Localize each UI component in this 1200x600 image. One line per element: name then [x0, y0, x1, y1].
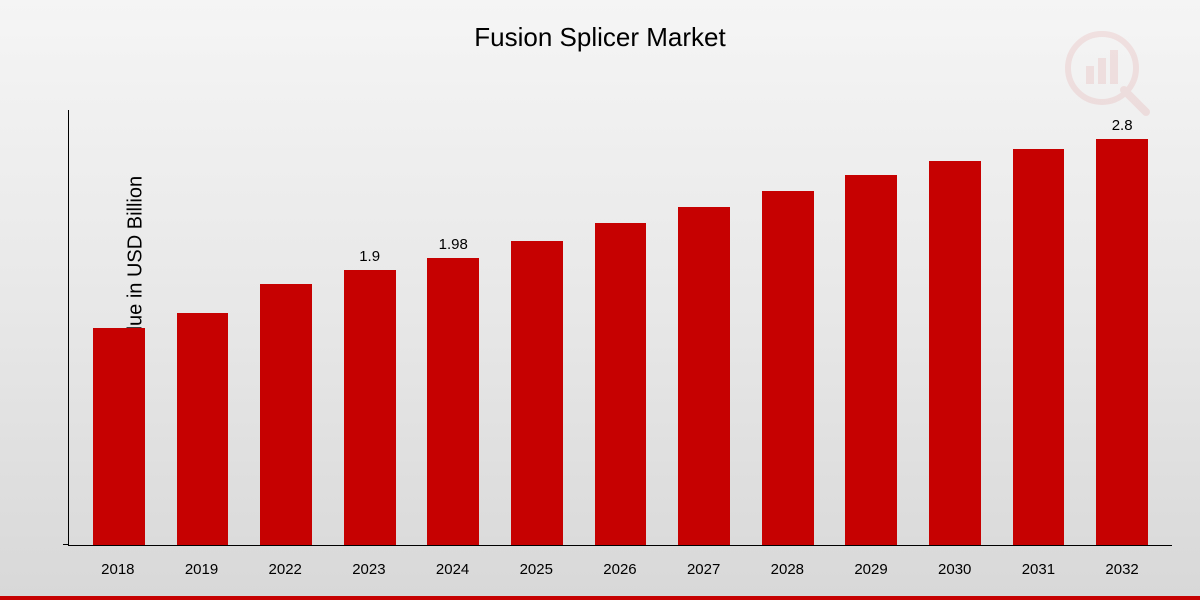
- x-axis-tick-label: 2023: [327, 561, 411, 578]
- bar-slot: [997, 110, 1081, 545]
- bar: [427, 258, 479, 545]
- x-axis-tick-label: 2018: [76, 561, 160, 578]
- x-axis-tick-label: 2025: [494, 561, 578, 578]
- bar: [595, 223, 647, 545]
- watermark-logo: [1062, 28, 1152, 123]
- bar: [845, 175, 897, 545]
- bar-value-label: 2.8: [1112, 117, 1133, 135]
- bar: [93, 328, 145, 546]
- bar-slot: 1.9: [328, 110, 412, 545]
- chart-title: Fusion Splicer Market: [0, 0, 1200, 53]
- bar: [177, 313, 229, 545]
- bar: [1096, 139, 1148, 545]
- bar-slot: [161, 110, 245, 545]
- bar: [762, 191, 814, 545]
- x-axis-tick-label: 2032: [1080, 561, 1164, 578]
- bar-value-label: 1.98: [439, 236, 468, 254]
- x-axis-tick-label: 2030: [913, 561, 997, 578]
- chart-plot-area: 1.9 1.98 2.8: [68, 110, 1172, 546]
- x-axis-tick-label: 2031: [997, 561, 1081, 578]
- bars-container: 1.9 1.98 2.8: [69, 110, 1172, 545]
- bar-slot: [579, 110, 663, 545]
- x-axis-labels: 2018201920222023202420252026202720282029…: [68, 561, 1172, 578]
- bar: [344, 270, 396, 546]
- bar: [678, 207, 730, 545]
- bar-slot: [244, 110, 328, 545]
- x-axis-tick-label: 2027: [662, 561, 746, 578]
- bar: [1013, 149, 1065, 545]
- bar-slot: 2.8: [1080, 110, 1164, 545]
- x-axis-tick-label: 2019: [160, 561, 244, 578]
- bar-slot: 1.98: [411, 110, 495, 545]
- x-axis-tick-label: 2029: [829, 561, 913, 578]
- x-axis-tick-label: 2026: [578, 561, 662, 578]
- bar-slot: [77, 110, 161, 545]
- x-axis-tick-label: 2022: [243, 561, 327, 578]
- bar: [929, 161, 981, 545]
- bar-slot: [746, 110, 830, 545]
- x-axis-tick-label: 2028: [746, 561, 830, 578]
- bar: [511, 241, 563, 546]
- bar-slot: [829, 110, 913, 545]
- bar-value-label: 1.9: [359, 248, 380, 266]
- bar-slot: [495, 110, 579, 545]
- bar-slot: [913, 110, 997, 545]
- bar: [260, 284, 312, 545]
- bar-slot: [662, 110, 746, 545]
- x-axis-tick-label: 2024: [411, 561, 495, 578]
